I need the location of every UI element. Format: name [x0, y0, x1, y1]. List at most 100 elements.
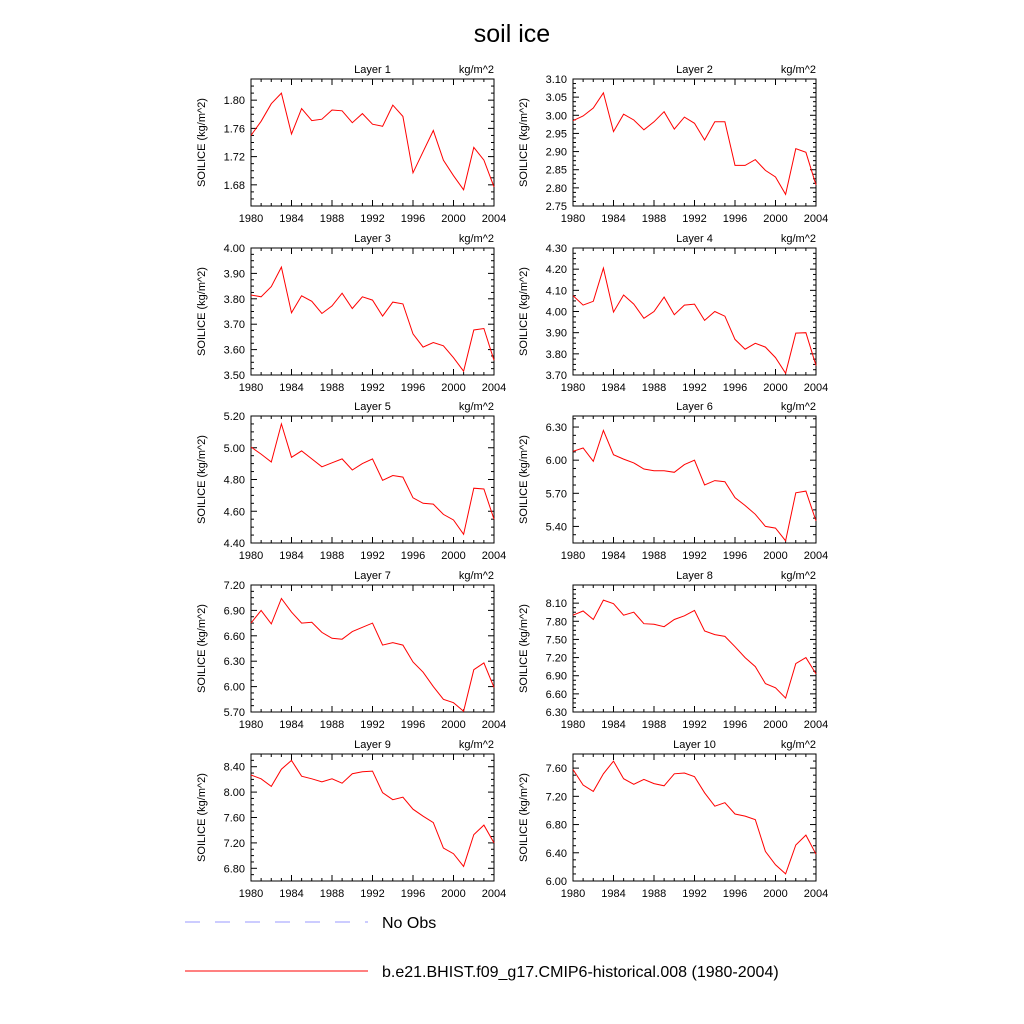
- x-tick-label: 1992: [682, 550, 706, 562]
- panel-title: Layer 2: [676, 64, 713, 76]
- x-tick-label: 1992: [682, 382, 706, 394]
- panel-title: Layer 9: [354, 739, 391, 751]
- y-tick-label: 7.80: [546, 616, 567, 628]
- y-axis-label: SOILICE (kg/m^2): [196, 435, 208, 524]
- y-tick-label: 7.20: [546, 791, 567, 803]
- x-tick-label: 1996: [401, 719, 425, 731]
- plot-frame: [250, 753, 495, 882]
- y-tick-label: 6.40: [546, 848, 567, 860]
- series-line: [250, 759, 495, 868]
- x-tick-label: 2000: [441, 888, 465, 900]
- series-line: [250, 265, 495, 373]
- y-tick-label: 5.20: [224, 411, 245, 423]
- panel-units: kg/m^2: [459, 64, 494, 76]
- y-axis-label: SOILICE (kg/m^2): [518, 435, 530, 524]
- x-tick-label: 2000: [441, 719, 465, 731]
- panel-title: Layer 6: [676, 401, 713, 413]
- y-tick-label: 3.60: [224, 345, 245, 357]
- y-tick-label: 7.20: [224, 580, 245, 592]
- x-tick-label: 1980: [239, 719, 263, 731]
- x-tick-label: 1984: [601, 888, 625, 900]
- y-tick-label: 6.00: [546, 876, 567, 888]
- series-line: [250, 422, 495, 536]
- x-tick-label: 1984: [601, 382, 625, 394]
- x-tick-label: 1992: [360, 213, 384, 225]
- y-tick-label: 4.20: [546, 264, 567, 276]
- y-tick-label: 2.90: [546, 147, 567, 159]
- y-tick-label: 3.70: [224, 319, 245, 331]
- y-tick-label: 4.60: [224, 506, 245, 518]
- x-tick-label: 1992: [360, 888, 384, 900]
- x-tick-label: 1984: [279, 213, 303, 225]
- panel-grid: Layer 1 kg/m^2 SOILICE (kg/m^2) 1980 1984 198…: [196, 64, 828, 900]
- panel-9: Layer 9 kg/m^2 SOILICE (kg/m^2) 1980 1984 198…: [196, 739, 506, 900]
- panel-10: Layer 10 kg/m^2 SOILICE (kg/m^2) 1980 1984 19…: [518, 739, 828, 900]
- x-tick-label: 1988: [320, 213, 344, 225]
- panel-units: kg/m^2: [459, 233, 494, 245]
- x-tick-label: 2004: [804, 550, 828, 562]
- y-tick-label: 3.80: [224, 294, 245, 306]
- y-axis-label: SOILICE (kg/m^2): [518, 267, 530, 356]
- panel-1: Layer 1 kg/m^2 SOILICE (kg/m^2) 1980 1984 198…: [196, 64, 506, 225]
- panel-title: Layer 3: [354, 233, 391, 245]
- x-tick-label: 1980: [561, 550, 585, 562]
- panel-title: Layer 4: [676, 233, 713, 245]
- x-tick-label: 1984: [601, 213, 625, 225]
- x-tick-label: 1988: [320, 550, 344, 562]
- y-tick-label: 5.00: [224, 443, 245, 455]
- plot-frame: [572, 415, 817, 544]
- x-tick-label: 1984: [279, 382, 303, 394]
- series-line: [572, 91, 817, 196]
- x-tick-label: 1992: [682, 213, 706, 225]
- x-tick-label: 1996: [723, 382, 747, 394]
- x-tick-label: 1996: [401, 213, 425, 225]
- x-tick-label: 2000: [441, 550, 465, 562]
- y-tick-label: 6.90: [546, 671, 567, 683]
- plot-frame: [572, 247, 817, 376]
- series-line: [572, 428, 817, 542]
- x-tick-label: 1980: [561, 213, 585, 225]
- y-tick-label: 3.10: [546, 74, 567, 86]
- y-tick-label: 6.60: [224, 631, 245, 643]
- plot-frame: [572, 78, 817, 207]
- y-tick-label: 8.10: [546, 598, 567, 610]
- x-tick-label: 1988: [642, 719, 666, 731]
- legend-model-label: b.e21.BHIST.f09_g17.CMIP6-historical.008…: [382, 964, 779, 981]
- y-tick-label: 5.70: [224, 707, 245, 719]
- x-tick-label: 1980: [561, 888, 585, 900]
- x-tick-label: 2000: [763, 382, 787, 394]
- y-tick-label: 6.80: [224, 863, 245, 875]
- legend-obs-label: No Obs: [382, 915, 436, 932]
- x-tick-label: 2000: [441, 382, 465, 394]
- x-tick-label: 1996: [401, 888, 425, 900]
- y-tick-label: 6.80: [546, 820, 567, 832]
- y-tick-label: 3.80: [546, 349, 567, 361]
- panel-units: kg/m^2: [781, 64, 816, 76]
- y-tick-label: 6.60: [546, 689, 567, 701]
- y-tick-label: 7.60: [224, 813, 245, 825]
- y-tick-label: 1.72: [224, 152, 245, 164]
- y-tick-label: 6.30: [546, 707, 567, 719]
- x-tick-label: 2004: [482, 719, 506, 731]
- y-tick-label: 7.50: [546, 634, 567, 646]
- y-tick-label: 7.20: [546, 653, 567, 665]
- panel-4: Layer 4 kg/m^2 SOILICE (kg/m^2) 1980 1984 198…: [518, 233, 828, 394]
- y-tick-label: 3.90: [224, 268, 245, 280]
- x-tick-label: 1996: [401, 382, 425, 394]
- plot-frame: [250, 415, 495, 544]
- panel-units: kg/m^2: [459, 570, 494, 582]
- plot-frame: [250, 584, 495, 713]
- x-tick-label: 1988: [642, 550, 666, 562]
- y-tick-label: 1.76: [224, 123, 245, 135]
- x-tick-label: 1996: [401, 550, 425, 562]
- x-tick-label: 1988: [642, 213, 666, 225]
- x-tick-label: 1996: [723, 213, 747, 225]
- x-tick-label: 2004: [804, 888, 828, 900]
- x-tick-label: 1980: [239, 550, 263, 562]
- x-tick-label: 1988: [320, 382, 344, 394]
- x-tick-label: 2000: [763, 213, 787, 225]
- x-tick-label: 1984: [601, 719, 625, 731]
- x-tick-label: 2004: [482, 550, 506, 562]
- x-tick-label: 1988: [642, 888, 666, 900]
- x-tick-label: 1980: [239, 888, 263, 900]
